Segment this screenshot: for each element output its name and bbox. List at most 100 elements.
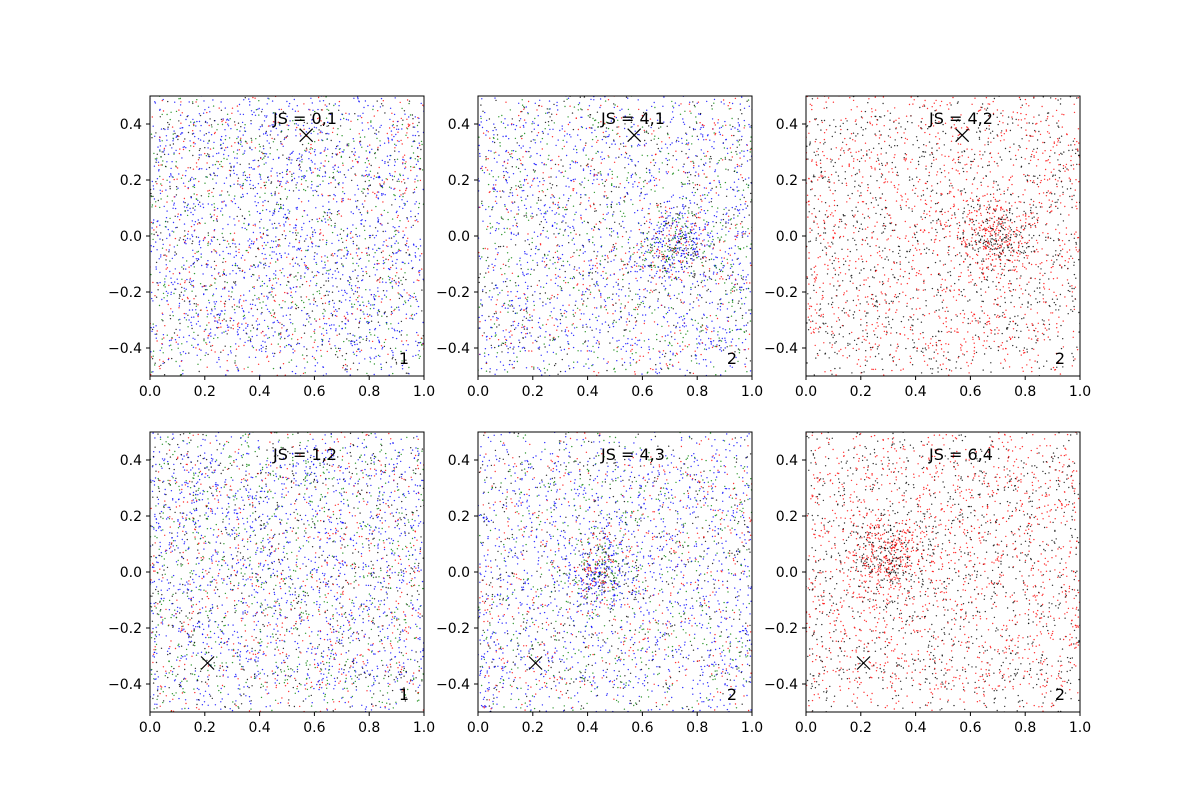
scatter-point [211,124,212,125]
scatter-point [576,249,577,250]
scatter-point [366,306,367,307]
scatter-point [248,211,249,212]
scatter-point [264,200,265,201]
scatter-point [163,255,164,256]
scatter-point [352,313,353,314]
scatter-point [410,216,411,217]
scatter-point [336,146,337,147]
scatter-point [492,130,493,131]
scatter-point [334,227,335,228]
scatter-point [327,260,328,261]
scatter-point [159,258,160,259]
scatter-point [388,142,389,143]
scatter-point [403,159,404,160]
scatter-point [332,292,333,293]
scatter-point [666,243,667,244]
scatter-point [380,364,381,365]
scatter-point [189,282,190,283]
scatter-point [603,358,604,359]
scatter-point [542,261,543,262]
scatter-point [600,173,601,174]
scatter-point [715,280,716,281]
scatter-point [544,337,545,338]
scatter-point [319,293,320,294]
scatter-point [533,178,534,179]
scatter-point [675,271,676,272]
scatter-point [625,268,626,269]
scatter-point [655,178,656,179]
scatter-point [416,246,417,247]
scatter-point [738,329,739,330]
scatter-point [394,114,395,115]
scatter-point [205,289,206,290]
scatter-point [681,253,682,254]
scatter-point [573,219,574,220]
scatter-point [418,118,419,119]
scatter-point [725,329,726,330]
scatter-point [502,165,503,166]
scatter-point [190,212,191,213]
scatter-point [569,106,570,107]
scatter-point [297,343,298,344]
scatter-point [689,102,690,103]
scatter-point [261,111,262,112]
scatter-point [395,161,396,162]
scatter-point [377,110,378,111]
scatter-point [163,361,164,362]
scatter-point [655,369,656,370]
scatter-point [187,210,188,211]
scatter-point [218,152,219,153]
scatter-point [375,152,376,153]
scatter-point [668,238,669,239]
scatter-point [539,326,540,327]
scatter-point [394,159,395,160]
scatter-point [278,223,279,224]
scatter-point [497,352,498,353]
scatter-point [713,327,714,328]
scatter-point [258,183,259,184]
scatter-point [227,360,228,361]
scatter-point [371,165,372,166]
scatter-point [297,207,298,208]
scatter-point [616,322,617,323]
scatter-point [231,296,232,297]
scatter-point [646,194,647,195]
scatter-point [707,195,708,196]
scatter-point [354,173,355,174]
scatter-point [352,224,353,225]
scatter-point [257,309,258,310]
scatter-point [359,336,360,337]
scatter-point [317,362,318,363]
scatter-point [512,225,513,226]
scatter-point [416,164,417,165]
scatter-point [175,208,176,209]
scatter-point [379,127,380,128]
scatter-point [241,185,242,186]
scatter-point [580,108,581,109]
scatter-point [255,115,256,116]
scatter-point [252,299,253,300]
scatter-point [246,333,247,334]
scatter-point [512,157,513,158]
scatter-point [641,373,642,374]
scatter-point [185,243,186,244]
scatter-point [602,183,603,184]
scatter-point [250,247,251,248]
scatter-point [186,341,187,342]
scatter-point [166,210,167,211]
scatter-point [368,316,369,317]
scatter-point [187,297,188,298]
scatter-point [407,344,408,345]
scatter-point [562,254,563,255]
scatter-point [247,177,248,178]
scatter-point [717,331,718,332]
scatter-point [686,258,687,259]
scatter-point [312,231,313,232]
scatter-point [237,265,238,266]
scatter-point [154,101,155,102]
scatter-point [186,279,187,280]
scatter-point [199,349,200,350]
scatter-point [666,171,667,172]
scatter-point [373,267,374,268]
